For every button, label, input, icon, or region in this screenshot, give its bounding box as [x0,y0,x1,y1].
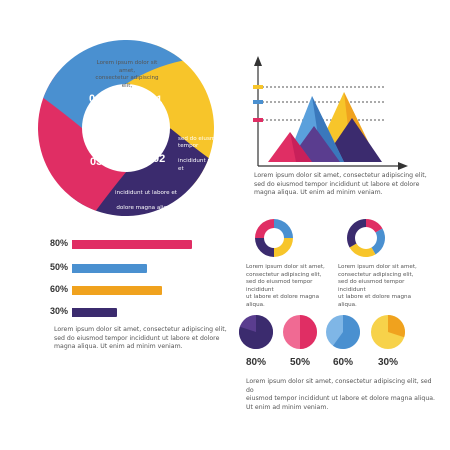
donut-segment [274,238,293,257]
donut-segment [366,219,383,233]
cycle-lorem-line: sed do eiusmod tempor [178,135,223,150]
bar-row: 30% [50,306,230,318]
cycle-lorem-text: Lorem ipsum dolor sit amet, consectetur … [92,60,162,90]
legend-marker [253,100,263,104]
donut-segment [255,219,274,238]
donut-1-text: Lorem ipsum dolor sit amet, consectetur … [246,264,325,308]
pie-label: 50% [289,357,310,368]
pies-text: Lorem ipsum dolor sit amet, consectetur … [246,378,436,411]
cycle-lorem-line: Lorem ipsum dolor sit amet, [96,60,158,74]
donut-2-text: Lorem ipsum dolor sit amet, consectetur … [338,264,417,308]
donut-segment [371,228,385,255]
cycle-segment [43,39,183,129]
bar-label: 30% [50,306,69,316]
pie-label: 60% [332,357,353,368]
cycle-lorem-text-right: sed do eiusmod tempor incididunt ut labo… [178,128,238,181]
bar-row: 50% [50,262,230,274]
cycle-label-01: 01 [150,94,163,106]
cycle-lorem-text-bottom: incididunt ut labore et dolore magna ali… [106,182,186,220]
donut-hole [266,230,282,246]
bar-label: 60% [50,284,69,294]
pie-wedge [388,315,406,338]
y-axis-arrow [254,56,262,66]
bar-label: 80% [50,238,69,248]
pie-wedge [239,315,274,349]
cycle-lorem-line: incididunt ut labore et [115,189,177,196]
bar-fill [72,240,192,249]
pie-wedge [333,315,361,350]
cycle-center [88,90,164,166]
legend-marker [253,85,263,89]
cycle-label-04: 04 [89,93,102,105]
cycle-label-03: 03 [90,156,103,168]
mountain-pink-shade [290,132,312,162]
bar-label: 50% [50,262,69,272]
legend-marker [253,118,263,122]
bar-fill [72,308,117,317]
cycle-lorem-line: dolore magna aliqua. [116,204,176,211]
donut-segment [274,219,293,238]
pie-label: 30% [377,357,398,368]
mountain-chart-text: Lorem ipsum dolor sit amet, consectetur … [254,172,427,197]
pie-wedge [300,315,317,349]
bar-fill [72,264,147,273]
bar-row: 80% [50,238,230,250]
cycle-lorem-line: incididunt ut labore et [178,158,233,172]
donut-segment [255,238,274,257]
donut-2 [347,219,385,257]
donut-segment [349,243,376,257]
donut-1 [255,219,293,257]
cycle-lorem-line: consectetur adipiscing elit, [95,75,159,89]
bar-row: 60% [50,284,230,296]
cycle-label-02: 02 [153,153,166,165]
donut-hole [355,227,377,249]
bar-fill [72,286,162,295]
bars-text: Lorem ipsum dolor sit amet, consectetur … [54,326,227,351]
pie-label: 80% [245,357,266,368]
x-axis-arrow [398,162,408,170]
